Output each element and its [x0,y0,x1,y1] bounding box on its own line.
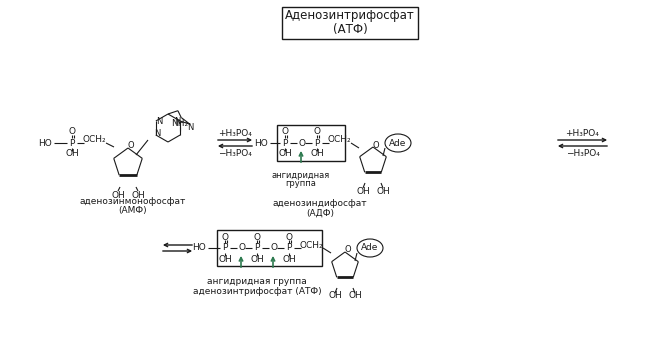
Ellipse shape [357,239,383,257]
Text: P: P [255,244,260,253]
Text: P: P [315,139,320,147]
Text: OH: OH [250,254,264,264]
Text: N: N [156,117,162,126]
Bar [282,7,418,39]
Text: аденозинтрифосфат (АТФ): аденозинтрифосфат (АТФ) [193,287,321,297]
Text: OCH₂: OCH₂ [327,135,351,144]
Text: ангидридная группа: ангидридная группа [207,277,307,286]
Text: O: O [128,142,134,151]
Text: N: N [174,118,180,126]
Text: +H₃PO₄: +H₃PO₄ [565,129,599,138]
Text: аденозиндифосфат: аденозиндифосфат [273,199,368,208]
Text: −H₃PO₄: −H₃PO₄ [565,148,599,158]
Text: Ade: Ade [390,139,407,147]
Text: (АДФ): (АДФ) [306,208,334,217]
Text: OCH₂: OCH₂ [82,135,106,144]
Text: OH: OH [328,291,342,301]
Text: O: O [253,232,260,241]
Text: P: P [222,244,227,253]
Text: O: O [373,140,379,150]
Text: OH: OH [310,150,324,159]
Text: N: N [154,130,160,139]
Text: OH: OH [356,187,370,196]
Text: OH: OH [376,187,390,196]
Text: OH: OH [348,291,362,301]
Text: P: P [286,244,292,253]
Text: +H₃PO₄: +H₃PO₄ [218,129,252,138]
Ellipse shape [385,134,411,152]
Text: OH: OH [278,150,292,159]
Text: Ade: Ade [361,244,379,253]
Text: OH: OH [65,150,79,159]
Text: (АМФ): (АМФ) [119,207,147,216]
Text: OCH₂: OCH₂ [299,241,323,249]
Text: HO: HO [255,139,268,147]
Text: N: N [187,123,193,132]
Text: O: O [298,139,306,147]
Text: OH: OH [111,191,125,200]
Text: −H₃PO₄: −H₃PO₄ [218,148,252,158]
Text: O: O [68,127,76,136]
Text: O: O [286,232,293,241]
Text: P: P [282,139,287,147]
Bar [217,230,322,266]
Text: HO: HO [193,244,206,253]
Text: O: O [271,244,278,253]
Bar [277,125,345,161]
Text: OH: OH [282,254,296,264]
Text: Аденозинтрифосфат: Аденозинтрифосфат [285,9,415,23]
Text: NH₂: NH₂ [172,118,189,127]
Text: ангидридная: ангидридная [272,171,330,179]
Text: P: P [69,139,75,147]
Text: (АТФ): (АТФ) [333,24,368,37]
Text: O: O [313,127,320,136]
Text: OH: OH [218,254,232,264]
Text: O: O [282,127,289,136]
Text: аденозинмонофосфат: аденозинмонофосфат [80,196,186,205]
Text: O: O [238,244,245,253]
Text: группа: группа [286,179,317,188]
Text: O: O [222,232,229,241]
Text: OH: OH [131,191,145,200]
Text: O: O [345,245,351,254]
Text: HO: HO [38,139,52,147]
